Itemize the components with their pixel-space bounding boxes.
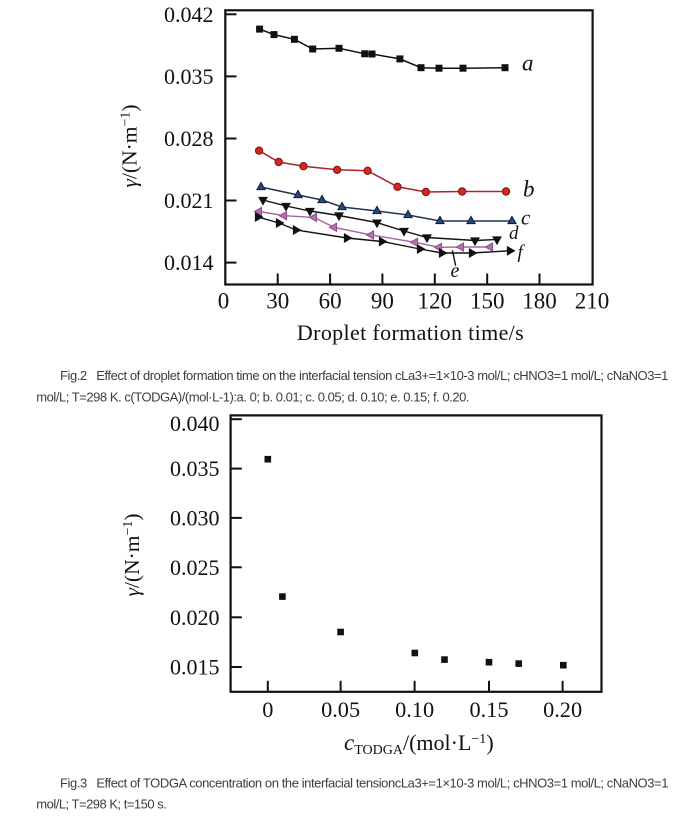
svg-text:γ/(N·m−1): γ/(N·m−1): [120, 513, 144, 596]
svg-text:0.028: 0.028: [164, 126, 214, 151]
svg-text:cTODGA/(mol·L−1): cTODGA/(mol·L−1): [344, 730, 494, 758]
svg-text:0: 0: [218, 289, 230, 314]
svg-text:γ/(N·m−1): γ/(N·m−1): [118, 104, 142, 187]
svg-text:Fig.2 Effect of droplet form: Fig.2 Effect of droplet formation time o…: [60, 368, 668, 383]
svg-text:e: e: [451, 260, 460, 282]
svg-text:mol/L; T=298 K; t=150 s.: mol/L; T=298 K; t=150 s.: [36, 797, 166, 812]
svg-text:150: 150: [470, 289, 505, 314]
svg-text:60: 60: [319, 289, 342, 314]
svg-text:0.021: 0.021: [164, 188, 214, 213]
svg-text:d: d: [509, 223, 519, 244]
svg-text:0.020: 0.020: [170, 605, 220, 630]
svg-text:0.035: 0.035: [164, 64, 214, 89]
svg-text:120: 120: [418, 289, 453, 314]
svg-text:0.025: 0.025: [170, 555, 220, 580]
svg-text:0.10: 0.10: [395, 697, 434, 722]
svg-text:f: f: [518, 242, 526, 263]
svg-text:0.035: 0.035: [170, 456, 220, 481]
svg-text:30: 30: [266, 289, 289, 314]
svg-text:0.20: 0.20: [543, 697, 582, 722]
svg-text:0.040: 0.040: [170, 411, 220, 436]
svg-text:0.15: 0.15: [469, 697, 508, 722]
svg-text:210: 210: [575, 289, 610, 314]
svg-text:0.030: 0.030: [170, 506, 220, 531]
svg-text:a: a: [522, 51, 534, 76]
svg-text:c: c: [521, 206, 531, 230]
svg-text:Fig.3 Effect of TODGA concen: Fig.3 Effect of TODGA concentration on t…: [60, 776, 668, 791]
svg-text:0: 0: [262, 697, 273, 722]
svg-text:180: 180: [522, 289, 557, 314]
svg-text:0.042: 0.042: [164, 2, 214, 27]
svg-text:0.05: 0.05: [321, 697, 360, 722]
svg-text:Droplet formation time/s: Droplet formation time/s: [297, 320, 524, 345]
svg-text:0.014: 0.014: [164, 250, 214, 275]
svg-text:mol/L; T=298 K. c(TODGA)/(mol·: mol/L; T=298 K. c(TODGA)/(mol·L-1):a. 0;…: [36, 390, 469, 405]
svg-text:0.015: 0.015: [170, 655, 220, 680]
svg-text:b: b: [523, 177, 535, 202]
svg-text:90: 90: [371, 289, 394, 314]
